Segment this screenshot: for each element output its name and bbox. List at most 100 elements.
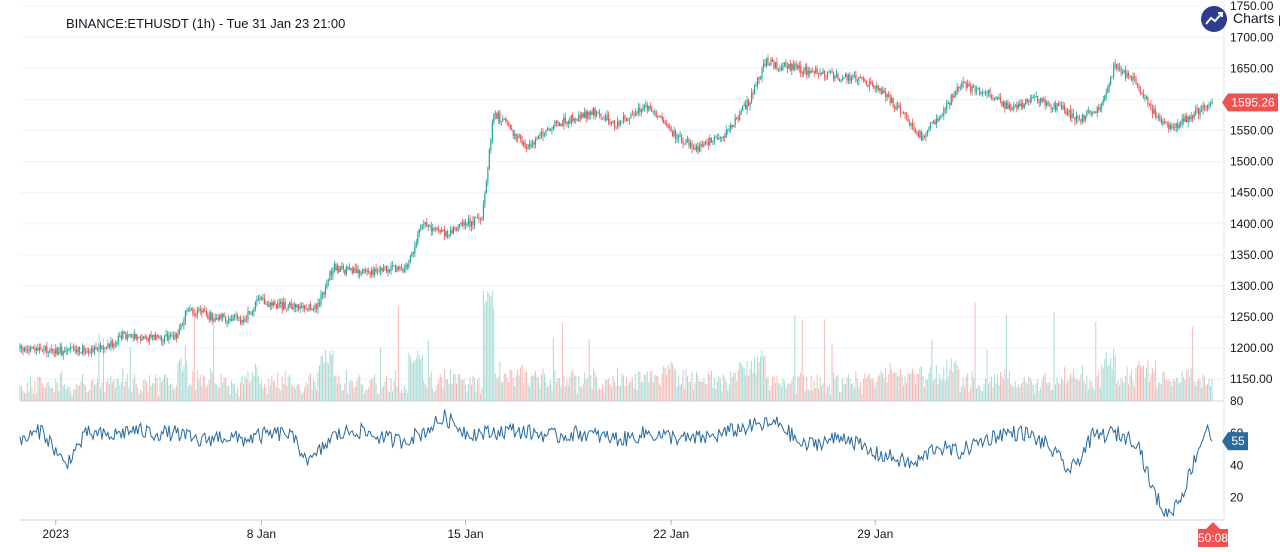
candle-body xyxy=(517,137,519,140)
candlestick-series[interactable] xyxy=(19,54,1213,360)
candle-body xyxy=(771,59,774,62)
volume-bar xyxy=(168,385,170,401)
brand-logo[interactable]: Charts p xyxy=(1201,6,1280,32)
candle-body xyxy=(242,319,245,322)
candle-body xyxy=(50,349,52,350)
candle-body xyxy=(888,94,890,98)
volume-bar xyxy=(117,378,119,401)
volume-bar xyxy=(316,389,318,401)
volume-bar xyxy=(241,376,243,401)
volume-bar xyxy=(949,369,951,401)
volume-bar xyxy=(551,390,553,401)
trend-chart-icon xyxy=(1201,6,1227,32)
volume-bar xyxy=(219,388,221,401)
volume-bar xyxy=(563,375,565,401)
volume-bar xyxy=(1066,381,1068,401)
candle-body xyxy=(330,271,333,276)
candle-body xyxy=(92,348,94,352)
volume-bar xyxy=(505,373,507,401)
volume-bar xyxy=(393,381,395,401)
candle-body xyxy=(819,72,821,74)
volume-bar xyxy=(380,347,382,401)
price-tick-label: 1550.00 xyxy=(1230,124,1274,138)
candle-body xyxy=(1060,105,1063,109)
volume-bar xyxy=(232,384,234,401)
volume-bar xyxy=(932,380,934,401)
candle-body xyxy=(274,302,276,305)
volume-bar xyxy=(624,386,626,401)
volume-bar xyxy=(362,384,364,401)
volume-bar xyxy=(1111,369,1113,401)
candle-body xyxy=(95,346,97,349)
volume-bar xyxy=(1134,386,1136,401)
volume-bar xyxy=(317,371,319,401)
volume-bar xyxy=(982,391,984,401)
oscillator-series[interactable] xyxy=(19,409,1213,518)
candle-body xyxy=(159,336,161,338)
volume-bar xyxy=(943,367,945,401)
volume-bar xyxy=(642,382,644,401)
candle-body xyxy=(1178,125,1180,129)
candle-body xyxy=(1117,67,1119,69)
candle-body xyxy=(362,268,364,274)
candle-body xyxy=(120,335,122,339)
candle-body xyxy=(46,346,48,353)
volume-bar xyxy=(146,381,148,401)
volume-bar xyxy=(466,391,468,401)
candle-body xyxy=(488,150,490,169)
volume-bar xyxy=(400,389,402,401)
candle-body xyxy=(666,123,668,126)
volume-bar xyxy=(1193,381,1195,401)
candle-body xyxy=(722,136,724,138)
candle-body xyxy=(558,122,560,127)
candle-body xyxy=(636,112,638,114)
volume-bar xyxy=(451,383,453,401)
candle-body xyxy=(55,348,57,354)
volume-bar xyxy=(424,383,426,401)
candle-body xyxy=(1124,69,1127,78)
candle-body xyxy=(707,141,709,145)
volume-bar xyxy=(1192,326,1194,401)
volume-bar xyxy=(1017,384,1019,401)
volume-bar xyxy=(125,381,127,401)
candle-body xyxy=(445,231,447,237)
candle-body xyxy=(742,106,744,111)
time-tick-label: 22 Jan xyxy=(653,527,689,541)
candle-body xyxy=(840,80,842,82)
candle-body xyxy=(971,85,973,92)
volume-bar xyxy=(259,383,261,401)
volume-bar xyxy=(828,383,830,401)
volume-bar xyxy=(839,391,840,401)
volume-bar xyxy=(71,395,73,401)
candle-body xyxy=(594,107,596,117)
volume-bar xyxy=(207,384,209,401)
candle-body xyxy=(499,112,501,123)
candle-body xyxy=(761,67,763,78)
candle-body xyxy=(643,105,645,109)
volume-bar xyxy=(569,377,571,401)
candle-body xyxy=(523,142,525,145)
candle-body xyxy=(388,269,391,272)
candle-body xyxy=(219,314,221,320)
candle-body xyxy=(1174,126,1176,128)
candle-body xyxy=(606,115,608,121)
candle-body xyxy=(518,134,520,138)
candle-body xyxy=(695,145,698,150)
candle-body xyxy=(655,111,657,117)
candle-body xyxy=(382,266,385,272)
candle-body xyxy=(1077,115,1079,119)
candle-body xyxy=(967,84,969,88)
candle-body xyxy=(1041,98,1043,102)
candle-body xyxy=(131,334,133,338)
candle-body xyxy=(758,77,760,80)
candle-body xyxy=(423,224,425,226)
volume-bar xyxy=(590,375,592,401)
price-tick-label: 1400.00 xyxy=(1230,217,1274,231)
candle-body xyxy=(122,331,124,339)
candle-body xyxy=(730,124,732,129)
candle-body xyxy=(230,319,233,321)
candle-body xyxy=(664,123,666,124)
volume-bar xyxy=(305,381,307,401)
candle-body xyxy=(19,345,21,350)
